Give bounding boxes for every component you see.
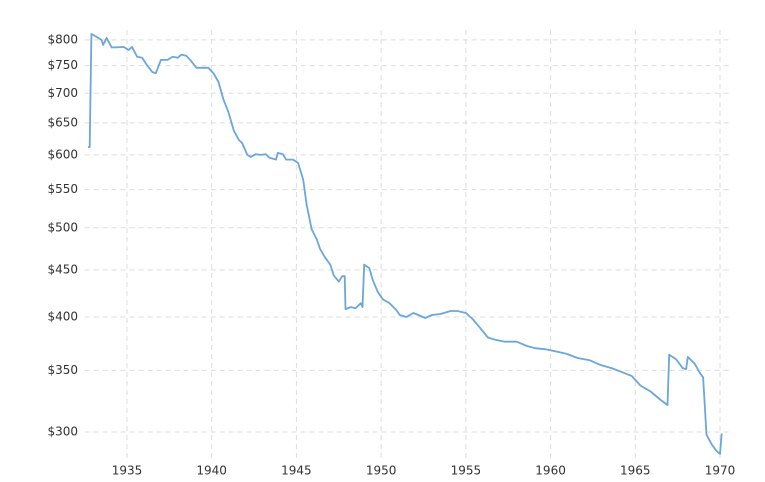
x-tick-label: 1955 (451, 464, 482, 478)
x-tick-label: 1950 (366, 464, 397, 478)
y-tick-label: $400 (47, 309, 78, 323)
x-tick-label: 1940 (196, 464, 227, 478)
x-tick-label: 1935 (112, 464, 143, 478)
y-tick-label: $350 (47, 363, 78, 377)
y-tick-label: $750 (47, 58, 78, 72)
y-tick-label: $800 (47, 32, 78, 46)
y-tick-label: $300 (47, 425, 78, 439)
y-tick-label: $450 (47, 262, 78, 276)
x-tick-label: 1970 (705, 464, 736, 478)
x-tick-label: 1945 (281, 464, 312, 478)
y-tick-label: $550 (47, 182, 78, 196)
y-tick-label: $650 (47, 115, 78, 129)
y-tick-label: $600 (47, 147, 78, 161)
line (88, 33, 723, 455)
x-tick-label: 1965 (620, 464, 651, 478)
y-tick-label: $700 (47, 86, 78, 100)
x-tick-label: 1960 (535, 464, 566, 478)
y-tick-label: $500 (47, 220, 78, 234)
